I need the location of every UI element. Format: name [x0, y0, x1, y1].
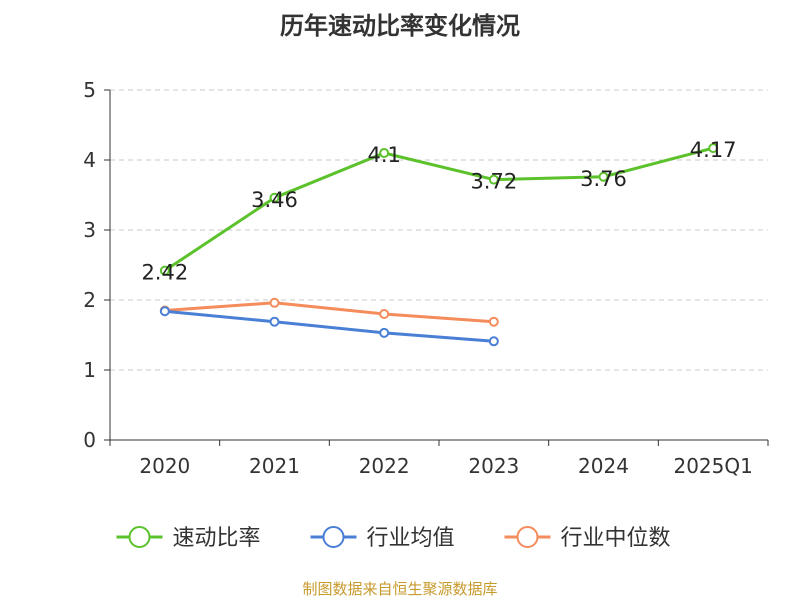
data-point [598, 171, 609, 182]
series-lines [159, 143, 719, 347]
y-tick-label: 3 [83, 218, 96, 242]
data-point [159, 265, 170, 276]
x-tick-label: 2020 [139, 454, 190, 478]
data-point [708, 143, 719, 154]
legend-marker [322, 526, 345, 548]
legend-label: 行业均值 [367, 526, 455, 551]
data-point [379, 309, 390, 319]
x-tick-label: 2021 [249, 454, 300, 478]
chart-title: 历年速动比率变化情况 [280, 12, 520, 40]
data-point [269, 316, 280, 327]
data-point [488, 336, 499, 347]
series-line [164, 301, 494, 324]
series-line [163, 146, 714, 272]
x-tick-label: 2024 [578, 454, 629, 478]
data-labels: 2.42 3.46 4.1 3.72 3.76 4.17 [141, 138, 736, 285]
y-tick-label: 5 [83, 78, 96, 102]
legend[interactable]: 速动比率 行业均值 行业中位数 [116, 526, 671, 551]
legend-label: 速动比率 [173, 526, 261, 551]
grid-lines [110, 89, 768, 371]
data-label: 4.1 [367, 143, 400, 167]
data-label: 3.72 [470, 170, 517, 194]
y-tick-label: 0 [83, 428, 96, 452]
y-tick-label: 2 [83, 288, 96, 312]
legend-item[interactable]: 行业均值 [310, 526, 455, 551]
legend-label: 行业中位数 [561, 526, 671, 551]
data-label: 3.46 [251, 188, 298, 212]
data-point [379, 148, 390, 158]
x-tick-label: 2022 [359, 454, 410, 478]
x-tick-label: 2023 [468, 454, 519, 478]
legend-marker [516, 526, 539, 548]
legend-item[interactable]: 行业中位数 [504, 526, 671, 551]
data-point [269, 192, 280, 203]
series-line [164, 309, 494, 343]
axes: 0 1 2 3 4 5 2020 2021 2022 2023 2024 2025Q1 [83, 78, 769, 478]
data-label: 2.42 [141, 261, 188, 285]
data-label: 3.76 [580, 167, 627, 191]
data-point [159, 306, 170, 317]
chart-source: 制图数据来自恒生聚源数据库 [302, 580, 498, 598]
data-point [269, 297, 280, 308]
legend-item[interactable]: 速动比率 [116, 526, 261, 551]
data-point [379, 327, 390, 338]
x-tick-label: 2025Q1 [673, 454, 752, 478]
data-point [488, 174, 499, 185]
data-label: 4.17 [690, 138, 737, 162]
y-tick-label: 4 [83, 148, 96, 172]
y-tick-label: 1 [83, 358, 96, 382]
legend-marker [128, 526, 151, 548]
data-point [488, 316, 499, 327]
